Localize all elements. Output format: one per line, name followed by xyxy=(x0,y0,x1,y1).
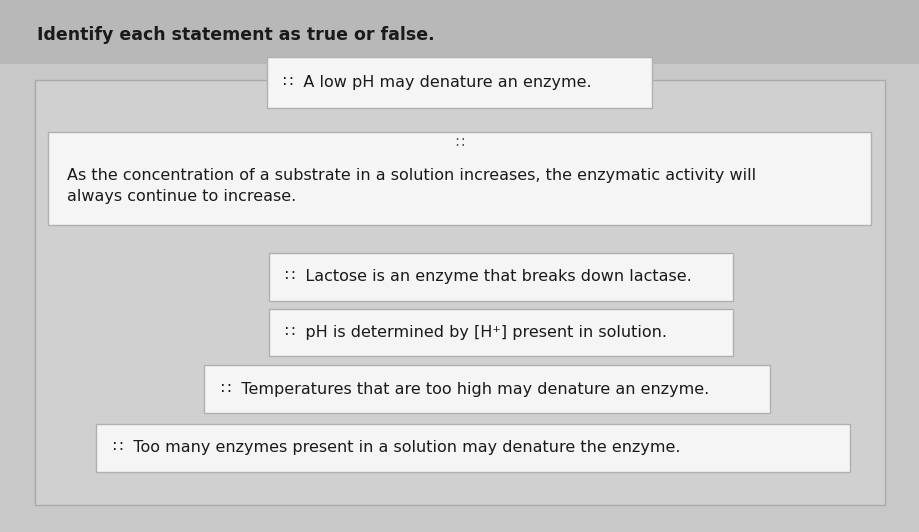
Text: ∷  Temperatures that are too high may denature an enzyme.: ∷ Temperatures that are too high may den… xyxy=(221,382,709,397)
FancyBboxPatch shape xyxy=(269,253,733,301)
FancyBboxPatch shape xyxy=(267,57,652,108)
Text: Identify each statement as true or false.: Identify each statement as true or false… xyxy=(37,26,435,44)
FancyBboxPatch shape xyxy=(48,132,871,225)
Text: ∷  Lactose is an enzyme that breaks down lactase.: ∷ Lactose is an enzyme that breaks down … xyxy=(286,269,692,284)
FancyBboxPatch shape xyxy=(35,80,885,505)
Text: As the concentration of a substrate in a solution increases, the enzymatic activ: As the concentration of a substrate in a… xyxy=(66,168,755,204)
Text: ∷  Too many enzymes present in a solution may denature the enzyme.: ∷ Too many enzymes present in a solution… xyxy=(113,440,681,455)
FancyBboxPatch shape xyxy=(96,424,850,472)
FancyBboxPatch shape xyxy=(205,365,770,413)
FancyBboxPatch shape xyxy=(269,309,733,356)
Text: ∷  A low pH may denature an enzyme.: ∷ A low pH may denature an enzyme. xyxy=(283,75,592,90)
Text: ∷  pH is determined by [H⁺] present in solution.: ∷ pH is determined by [H⁺] present in so… xyxy=(286,325,667,340)
FancyBboxPatch shape xyxy=(0,64,919,532)
FancyBboxPatch shape xyxy=(0,0,919,64)
Text: ∷: ∷ xyxy=(455,137,464,151)
